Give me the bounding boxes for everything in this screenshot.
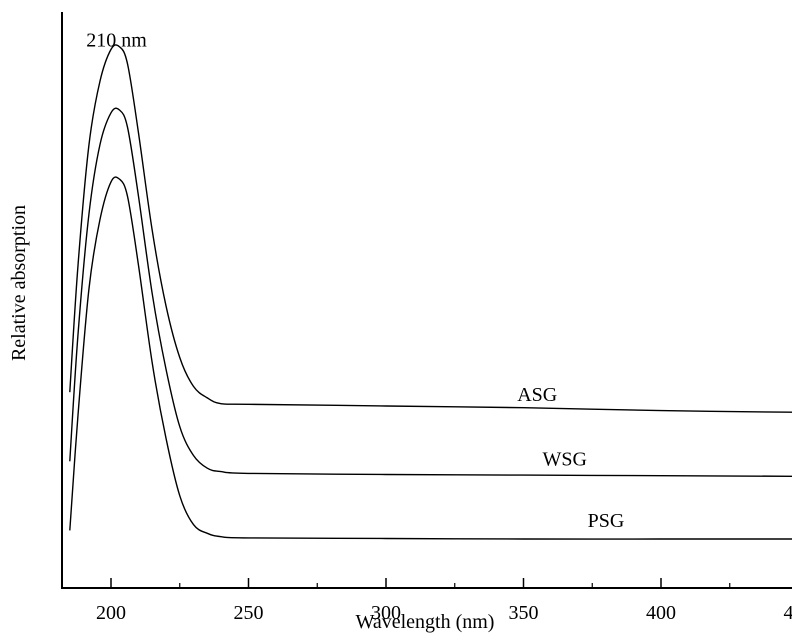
x-tick-label: 450 (784, 602, 792, 624)
series-line-wsg (69, 107, 792, 477)
x-axis-tick-labels: 200 250 300 350 400 450 (96, 602, 792, 624)
axes (61, 12, 792, 589)
x-tick-label: 300 (371, 602, 401, 624)
series-curves (69, 44, 792, 540)
x-axis-ticks (110, 578, 731, 588)
x-tick-label: 200 (96, 602, 126, 624)
series-labels: ASG WSG PSG (517, 384, 624, 532)
x-tick-label: 350 (509, 602, 539, 624)
series-label-wsg: WSG (543, 448, 587, 470)
series-line-asg (69, 44, 792, 413)
x-tick-label: 250 (234, 602, 264, 624)
series-line-psg (69, 176, 792, 540)
x-axis-title: Wavelength (nm) (356, 611, 495, 633)
peak-annotation: 210 nm (86, 30, 147, 52)
series-label-psg: PSG (588, 510, 625, 532)
series-label-asg: ASG (517, 384, 557, 406)
y-axis-title: Relative absorption (8, 205, 30, 361)
x-tick-label: 400 (646, 602, 676, 624)
